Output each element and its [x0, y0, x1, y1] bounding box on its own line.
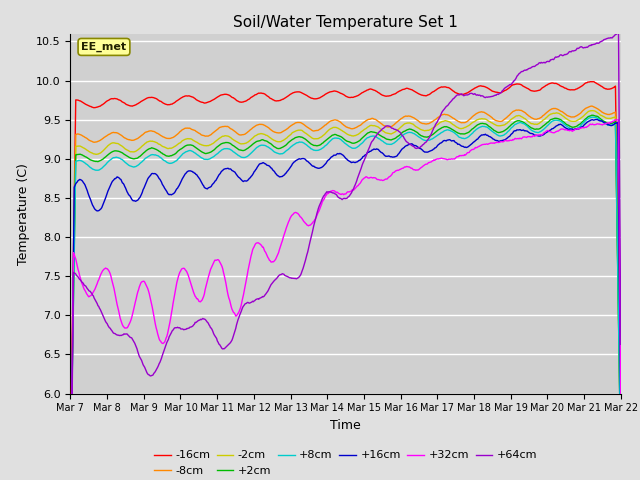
- -2cm: [429, 125, 436, 131]
- -8cm: [588, 103, 596, 109]
- -16cm: [133, 101, 141, 107]
- -8cm: [218, 124, 226, 130]
- +8cm: [133, 163, 141, 168]
- Line: -2cm: -2cm: [70, 110, 621, 480]
- -2cm: [218, 134, 226, 140]
- +64cm: [413, 145, 420, 151]
- +2cm: [77, 151, 84, 157]
- -8cm: [133, 136, 141, 142]
- +32cm: [218, 264, 226, 269]
- -8cm: [67, 472, 74, 478]
- -2cm: [77, 143, 84, 149]
- +2cm: [429, 132, 436, 138]
- X-axis label: Time: Time: [330, 419, 361, 432]
- +16cm: [77, 177, 84, 182]
- Line: +32cm: +32cm: [70, 120, 621, 480]
- +16cm: [429, 147, 436, 153]
- Line: +64cm: +64cm: [70, 33, 621, 480]
- -8cm: [189, 127, 196, 132]
- +64cm: [133, 346, 141, 352]
- +8cm: [413, 132, 420, 138]
- -8cm: [617, 459, 625, 465]
- -16cm: [589, 79, 596, 84]
- +64cm: [617, 341, 625, 347]
- Line: +16cm: +16cm: [70, 120, 621, 480]
- -16cm: [413, 90, 420, 96]
- -16cm: [77, 98, 84, 104]
- +8cm: [189, 149, 196, 155]
- -2cm: [589, 108, 596, 113]
- +2cm: [133, 156, 141, 161]
- +2cm: [189, 143, 196, 148]
- Line: +2cm: +2cm: [70, 115, 621, 480]
- +8cm: [218, 147, 226, 153]
- +2cm: [617, 464, 625, 469]
- +32cm: [617, 396, 625, 402]
- +64cm: [614, 30, 622, 36]
- +32cm: [189, 287, 196, 293]
- -16cm: [617, 445, 625, 451]
- -2cm: [189, 137, 196, 143]
- Title: Soil/Water Temperature Set 1: Soil/Water Temperature Set 1: [233, 15, 458, 30]
- Line: +8cm: +8cm: [70, 117, 621, 480]
- +64cm: [77, 277, 84, 283]
- +32cm: [133, 292, 141, 298]
- -16cm: [218, 92, 226, 98]
- +16cm: [593, 117, 601, 122]
- +64cm: [429, 128, 436, 133]
- +16cm: [189, 169, 196, 175]
- +16cm: [413, 143, 420, 149]
- +8cm: [429, 136, 436, 142]
- -16cm: [189, 94, 196, 100]
- -16cm: [429, 89, 436, 95]
- Legend: -16cm, -8cm, -2cm, +2cm, +8cm, +16cm, +32cm, +64cm: -16cm, -8cm, -2cm, +2cm, +8cm, +16cm, +3…: [150, 446, 541, 480]
- -8cm: [413, 117, 420, 122]
- +16cm: [617, 415, 625, 421]
- +64cm: [189, 323, 196, 329]
- +64cm: [218, 346, 226, 351]
- +32cm: [429, 158, 436, 164]
- +32cm: [77, 275, 84, 281]
- -8cm: [429, 119, 436, 124]
- -2cm: [133, 147, 141, 153]
- -2cm: [67, 479, 74, 480]
- +16cm: [218, 168, 226, 174]
- -2cm: [413, 124, 420, 130]
- +16cm: [133, 198, 141, 204]
- +32cm: [413, 167, 420, 173]
- +32cm: [612, 117, 620, 122]
- +2cm: [413, 129, 420, 135]
- Y-axis label: Temperature (C): Temperature (C): [17, 163, 31, 264]
- -2cm: [617, 461, 625, 467]
- +8cm: [617, 465, 625, 470]
- -16cm: [67, 453, 74, 459]
- +2cm: [218, 141, 226, 146]
- +8cm: [77, 157, 84, 163]
- Line: -8cm: -8cm: [70, 106, 621, 475]
- +2cm: [588, 112, 596, 118]
- Text: EE_met: EE_met: [81, 42, 127, 52]
- -8cm: [77, 132, 84, 138]
- Line: -16cm: -16cm: [70, 82, 621, 456]
- +8cm: [589, 114, 596, 120]
